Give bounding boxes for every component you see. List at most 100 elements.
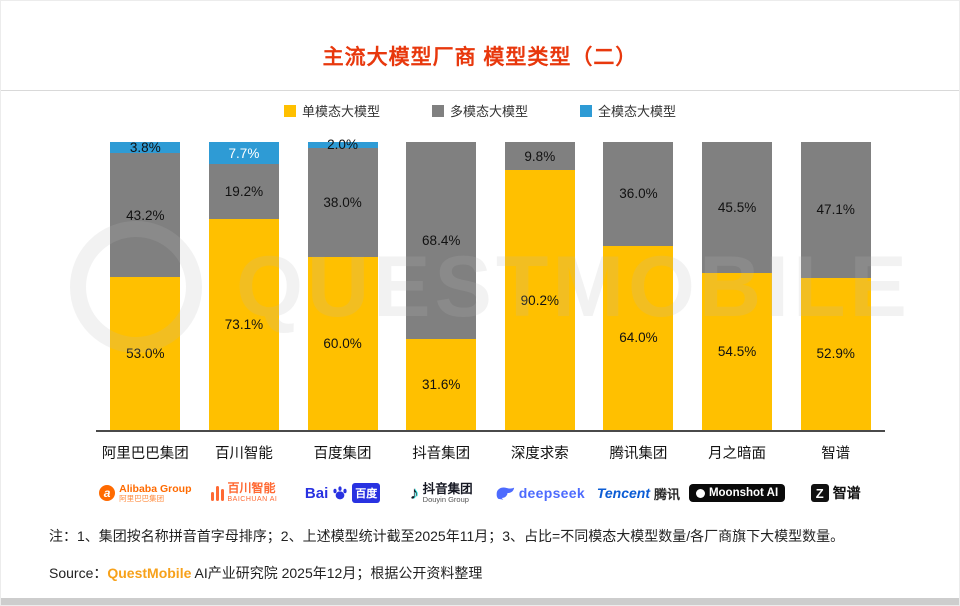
source-line: Source：QuestMobile AI产业研究院 2025年12月；根据公开…: [49, 563, 911, 583]
bar-column: 2.0% 38.0% 60.0%: [293, 137, 392, 430]
segment-value-label: 31.6%: [422, 376, 461, 392]
bar-column: 9.8% 90.2%: [491, 142, 590, 430]
logo-tencent: Tencent 腾讯: [589, 484, 688, 503]
baichuan-wordmark: BAICHUAN AI: [227, 495, 278, 503]
bar-column: 7.7% 19.2% 73.1%: [195, 142, 294, 430]
tencent-wordmark: Tencent: [596, 485, 650, 501]
segment-单模态大模型: 31.6%: [406, 338, 477, 430]
logo-baidu: Bai 百度: [293, 483, 392, 503]
segment-value-label: 53.0%: [126, 346, 165, 362]
category-label: 百川智能: [214, 445, 273, 462]
logo-baichuan: 百川智能 BAICHUAN AI: [195, 482, 294, 504]
logo-moonshot: Moonshot AI: [688, 484, 787, 502]
bar-column: 3.8% 43.2% 53.0%: [96, 139, 195, 430]
segment-单模态大模型: 90.2%: [504, 170, 575, 430]
segment-value-label: 52.9%: [816, 346, 855, 362]
segment-多模态大模型: 36.0%: [603, 142, 674, 246]
segment-value-label: 19.2%: [224, 184, 264, 200]
segment-value-label: 9.8%: [524, 148, 556, 164]
legend-item-multi-modal: 多模态大模型: [431, 101, 528, 120]
segment-value-label: 73.1%: [224, 317, 264, 333]
vendor-logo-row: a Alibaba Group 阿里巴巴集团 百川智能 BAICHUAN AI …: [96, 472, 885, 514]
douyin-note-icon: ♪: [409, 482, 419, 503]
segment-value-label: 3.8%: [129, 139, 161, 155]
legend-label: 多模态大模型: [449, 104, 528, 119]
douyin-wordmark: Douyin Group: [422, 494, 469, 504]
logo-douyin: ♪ 抖音集团 Douyin Group: [392, 482, 491, 505]
segment-全模态大模型: 3.8%: [110, 139, 181, 155]
category-label: 深度求索: [510, 445, 569, 462]
moonshot-badge: Moonshot AI: [688, 484, 786, 502]
segment-多模态大模型: 68.4%: [406, 142, 477, 339]
segment-单模态大模型: 73.1%: [208, 219, 279, 430]
segment-单模态大模型: 52.9%: [800, 277, 871, 430]
category-label: 百度集团: [313, 445, 372, 462]
category-label: 腾讯集团: [609, 445, 668, 462]
segment-value-label: 54.5%: [717, 344, 757, 359]
plot-area: 3.8% 43.2% 53.0% 7.7% 19.2% 73.1% 2.0% 38.0% 60.…: [96, 137, 885, 432]
segment-多模态大模型: 45.5%: [702, 142, 773, 274]
category-labels: 阿里巴巴集团 百川智能 百度集团 抖音集团 深度求索 腾讯集团 月之暗面 智谱: [96, 432, 885, 472]
category-label: 抖音集团: [412, 445, 471, 462]
baichuan-cn-label: 百川智能: [227, 482, 276, 496]
category-label: 智谱: [821, 445, 851, 462]
segment-value-label: 64.0%: [619, 330, 658, 346]
stacked-bar: 36.0% 64.0%: [603, 142, 674, 430]
logo-alibaba: a Alibaba Group 阿里巴巴集团: [96, 483, 195, 504]
segment-value-label: 43.2%: [126, 207, 165, 223]
segment-value-label: 47.1%: [816, 202, 855, 218]
segment-value-label: 90.2%: [520, 292, 559, 308]
stacked-bar: 47.1% 52.9%: [800, 142, 871, 430]
stacked-bar: 45.5% 54.5%: [702, 142, 773, 430]
segment-多模态大模型: 19.2%: [208, 164, 279, 220]
stacked-bar-chart: 3.8% 43.2% 53.0% 7.7% 19.2% 73.1% 2.0% 38.0% 60.…: [70, 137, 907, 432]
legend-item-omni-modal: 全模态大模型: [580, 101, 676, 120]
logo-deepseek: deepseek: [491, 485, 590, 501]
legend-item-single-modal: 单模态大模型: [283, 101, 380, 120]
source-rest: AI产业研究院 2025年12月；根据公开资料整理: [191, 564, 483, 581]
douyin-cn-label: 抖音集团: [422, 481, 473, 496]
segment-value-label: 45.5%: [717, 200, 757, 216]
baidu-wordmark: Bai: [304, 484, 329, 502]
chart-legend: 单模态大模型 多模态大模型 全模态大模型: [1, 101, 959, 120]
bar-column: 36.0% 64.0%: [589, 142, 688, 430]
stacked-bar: 9.8% 90.2%: [504, 142, 575, 430]
bar-column: 68.4% 31.6%: [392, 142, 491, 430]
segment-value-label: 7.7%: [228, 145, 260, 161]
deepseek-wordmark: deepseek: [518, 485, 585, 501]
legend-label: 单模态大模型: [301, 104, 380, 119]
moonshot-moon-icon: [695, 488, 705, 498]
alibaba-icon: a: [99, 485, 116, 501]
segment-多模态大模型: 43.2%: [110, 152, 181, 278]
stacked-bar: 3.8% 43.2% 53.0%: [110, 139, 181, 430]
segment-value-label: 2.0%: [327, 137, 358, 153]
legend-swatch-multi-modal: [431, 104, 444, 117]
segment-value-label: 38.0%: [323, 194, 362, 210]
segment-单模态大模型: 53.0%: [110, 277, 181, 430]
stacked-bar: 68.4% 31.6%: [406, 142, 477, 430]
segment-单模态大模型: 64.0%: [603, 245, 674, 430]
source-prefix: Source：: [49, 564, 108, 581]
segment-单模态大模型: 54.5%: [702, 273, 773, 430]
legend-label: 全模态大模型: [598, 104, 677, 119]
bar-column: 45.5% 54.5%: [688, 142, 787, 430]
title-divider: [1, 90, 959, 91]
segment-多模态大模型: 9.8%: [504, 142, 575, 171]
segment-value-label: 36.0%: [619, 186, 658, 202]
baichuan-icon: [210, 485, 224, 501]
footnote: 注：1、集团按名称拼音首字母排序；2、上述模型统计截至2025年11月；3、占比…: [49, 528, 845, 544]
category-label: 阿里巴巴集团: [101, 445, 189, 462]
page-title: 主流大模型厂商 模型类型（二）: [322, 46, 638, 69]
deepseek-whale-icon: [496, 487, 514, 500]
bar-column: 47.1% 52.9%: [786, 142, 885, 430]
source-brand: QuestMobile: [107, 564, 192, 581]
segment-全模态大模型: 2.0%: [307, 137, 378, 152]
segment-value-label: 60.0%: [323, 336, 362, 352]
moonshot-wordmark: Moonshot AI: [708, 487, 779, 499]
baidu-cn-label: 百度: [352, 483, 381, 503]
alibaba-wordmark: Alibaba Group: [119, 482, 192, 495]
legend-swatch-single-modal: [283, 104, 296, 117]
segment-单模态大模型: 60.0%: [307, 257, 378, 430]
zhipu-z-icon: Z: [810, 484, 829, 502]
